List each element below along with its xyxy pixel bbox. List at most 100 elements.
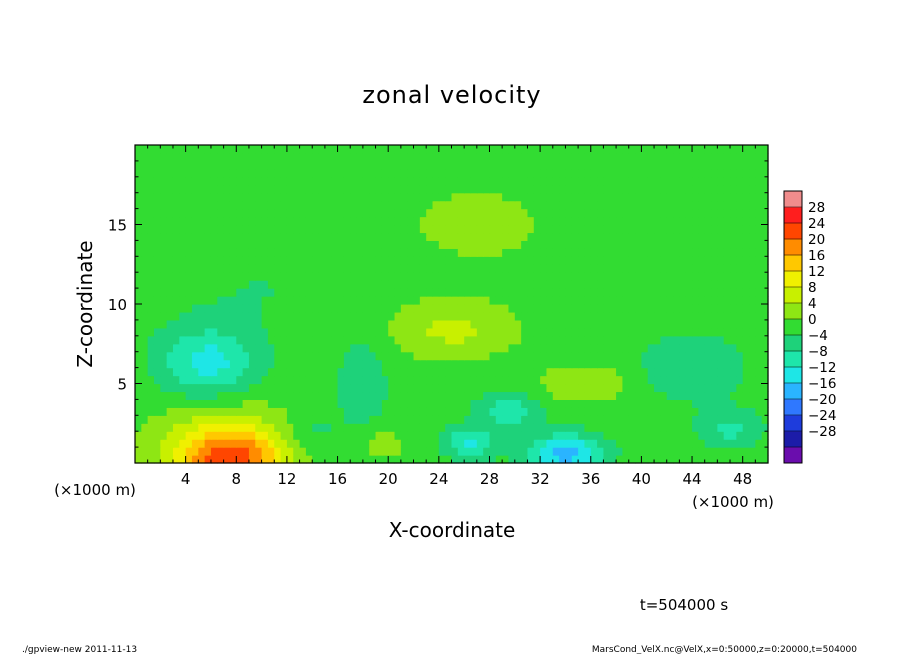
heatmap-cell [723, 399, 731, 408]
heatmap-cell [179, 407, 187, 416]
heatmap-cell [160, 248, 168, 257]
heatmap-cell [426, 145, 434, 154]
heatmap-cell [723, 176, 731, 186]
heatmap-cell [179, 359, 187, 369]
heatmap-cell [711, 423, 718, 432]
heatmap-cell [571, 152, 579, 162]
heatmap-cell [426, 240, 434, 249]
heatmap-cell [654, 160, 661, 170]
heatmap-cell [495, 176, 503, 186]
heatmap-cell [749, 439, 756, 448]
heatmap-cell [229, 415, 237, 424]
heatmap-cell [432, 248, 440, 257]
heatmap-cell [483, 327, 491, 337]
heatmap-cell [343, 439, 351, 448]
heatmap-cell [299, 232, 307, 241]
heatmap-cell [571, 272, 579, 281]
heatmap-cell [331, 423, 339, 432]
heatmap-cell [337, 439, 345, 448]
heatmap-cell [198, 184, 206, 194]
heatmap-cell [723, 264, 731, 273]
heatmap-cell [723, 407, 731, 416]
heatmap-cell [609, 407, 617, 416]
heatmap-cell [407, 152, 415, 162]
heatmap-cell [255, 431, 263, 440]
heatmap-cell [153, 343, 161, 353]
heatmap-cell [362, 383, 370, 393]
heatmap-cell [337, 391, 345, 400]
heatmap-cell [647, 256, 655, 265]
heatmap-cell [337, 272, 345, 281]
heatmap-cell [369, 280, 377, 289]
heatmap-cell [179, 264, 187, 273]
heatmap-cell [438, 423, 446, 432]
heatmap-cell [343, 168, 351, 178]
heatmap-cell [742, 288, 750, 297]
heatmap-cell [394, 391, 402, 400]
heatmap-cell [153, 455, 161, 464]
heatmap-cell [141, 216, 149, 226]
heatmap-cell [185, 145, 193, 154]
heatmap-cell [521, 439, 529, 448]
heatmap-cell [255, 248, 263, 257]
heatmap-cell [603, 256, 611, 265]
heatmap-cell [369, 288, 377, 297]
heatmap-cell [565, 423, 573, 432]
heatmap-cell [153, 304, 161, 313]
heatmap-cell [476, 272, 484, 281]
heatmap-cell [147, 176, 155, 186]
heatmap-cell [445, 304, 453, 313]
heatmap-cell [191, 240, 199, 249]
x-tick-label: 8 [232, 470, 242, 488]
heatmap-cell [312, 351, 320, 361]
heatmap-cell [160, 351, 168, 361]
heatmap-cell [286, 232, 294, 241]
heatmap-cell [749, 311, 756, 321]
heatmap-cell [312, 168, 320, 178]
heatmap-cell [223, 232, 231, 241]
heatmap-cell [274, 272, 282, 281]
heatmap-cell [559, 200, 567, 210]
heatmap-cell [318, 335, 326, 345]
heatmap-cell [622, 311, 630, 321]
heatmap-cell [350, 383, 358, 393]
heatmap-cell [267, 248, 275, 257]
heatmap-cell [603, 200, 611, 210]
heatmap-cell [236, 455, 244, 464]
heatmap-cell [160, 423, 168, 432]
heatmap-cell [483, 256, 491, 265]
heatmap-cell [305, 375, 313, 385]
heatmap-cell [457, 391, 465, 400]
heatmap-cell [495, 383, 503, 393]
heatmap-cell [476, 327, 484, 337]
heatmap-cell [527, 296, 535, 305]
heatmap-cell [280, 391, 288, 400]
heatmap-cell [432, 319, 440, 329]
heatmap-cell [508, 343, 516, 353]
heatmap-cell [565, 152, 573, 162]
heatmap-cell [141, 383, 149, 393]
heatmap-cell [666, 423, 674, 432]
heatmap-cell [749, 168, 756, 178]
heatmap-cell [476, 319, 484, 329]
heatmap-cell [388, 383, 396, 393]
heatmap-cell [495, 192, 503, 202]
heatmap-cell [388, 208, 396, 218]
heatmap-cell [445, 407, 453, 416]
heatmap-cell [242, 311, 250, 321]
heatmap-cell [559, 160, 567, 170]
heatmap-cell [362, 455, 370, 464]
heatmap-cell [749, 399, 756, 408]
heatmap-cell [312, 176, 320, 186]
heatmap-cell [603, 184, 611, 194]
heatmap-cell [483, 208, 491, 218]
heatmap-cell [628, 439, 636, 448]
heatmap-cell [299, 256, 307, 265]
heatmap-cell [236, 192, 244, 202]
heatmap-cell [565, 327, 573, 337]
heatmap-cell [172, 455, 180, 464]
heatmap-cell [730, 359, 737, 369]
heatmap-cell [204, 248, 212, 257]
heatmap-cell [521, 311, 529, 321]
